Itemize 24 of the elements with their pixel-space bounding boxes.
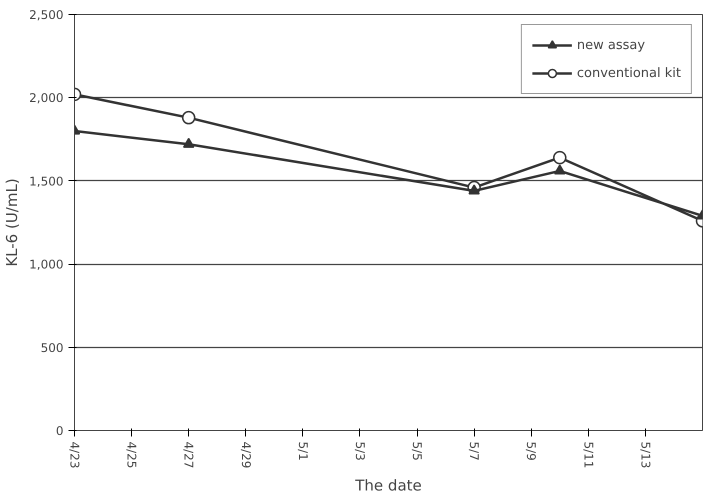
point	[553, 150, 567, 164]
x-axis-title: The date	[354, 476, 422, 494]
y-axis-title: KL-6 (U/mL)	[3, 178, 22, 267]
point	[468, 184, 480, 195]
x-tick-label: 4/25	[124, 442, 139, 468]
legend-label: conventional kit	[576, 66, 681, 80]
x-tick-label: 5/1	[296, 442, 310, 461]
point	[554, 164, 566, 175]
y-tick-label: 2,000	[29, 91, 64, 106]
x-tick-label: 5/5	[410, 442, 424, 461]
x-tick-label: 4/27	[182, 442, 196, 468]
y-tick-label: 1,000	[29, 258, 64, 272]
x-tick-label: 5/9	[524, 442, 538, 461]
y-tick-label: 0	[56, 424, 64, 438]
y-tick-label: 500	[40, 340, 64, 355]
x-tick-label: 5/7	[467, 442, 482, 461]
y-tick-label: 1,500	[29, 174, 64, 188]
y-tick-label: 2,500	[29, 8, 64, 22]
legend-label: new assay	[576, 38, 646, 52]
x-tick-label: 5/3	[352, 442, 367, 461]
x-tick-label: 5/11	[581, 442, 596, 468]
x-tick-label: 5/13	[638, 442, 652, 468]
x-tick-label: 4/29	[238, 442, 253, 468]
x-tick-label: 4/23	[68, 442, 82, 468]
